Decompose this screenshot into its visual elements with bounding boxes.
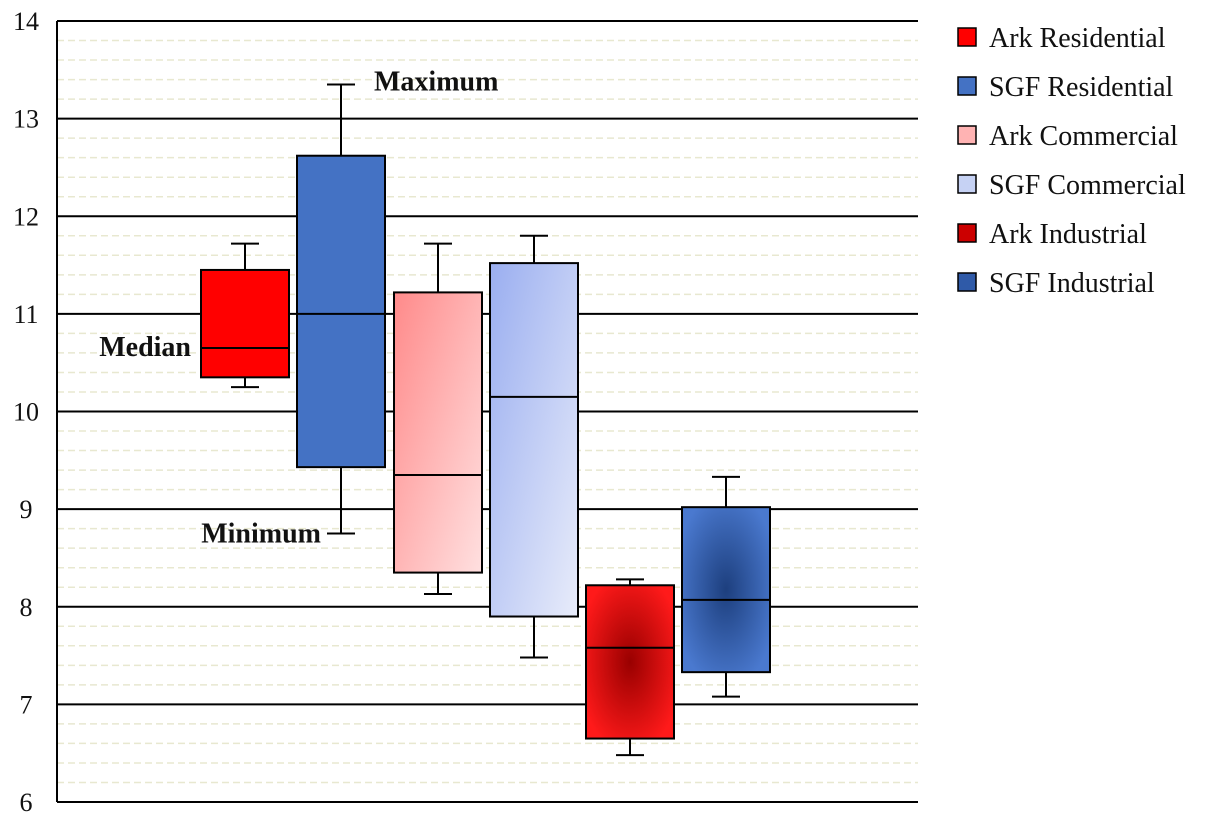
box-sgf-residential xyxy=(296,83,386,535)
legend-label: SGF Commercial xyxy=(989,170,1186,201)
iqr-box xyxy=(296,154,386,469)
box-ark-industrial xyxy=(585,578,675,757)
iqr-box xyxy=(200,268,290,379)
annotation-median: Median xyxy=(99,332,191,363)
legend: Ark Residential SGF Residential Ark Commer… xyxy=(957,23,1186,299)
iqr-box xyxy=(585,584,675,740)
legend-item: Ark Commercial xyxy=(957,121,1178,152)
legend-label: Ark Industrial xyxy=(989,219,1147,250)
legend-swatch xyxy=(957,272,977,292)
boxes xyxy=(200,83,771,757)
legend-item: SGF Industrial xyxy=(957,268,1155,299)
major-grid xyxy=(57,20,918,803)
annotation-min: Minimum xyxy=(201,519,321,550)
legend-label: Ark Commercial xyxy=(989,121,1178,152)
box-ark-residential xyxy=(200,242,290,389)
box-sgf-commercial xyxy=(489,234,579,659)
iqr-box xyxy=(489,262,579,618)
legend-item: SGF Residential xyxy=(957,72,1174,103)
y-tick-label: 6 xyxy=(20,788,33,817)
annotations: Maximum Median Minimum xyxy=(99,66,498,549)
legend-swatch xyxy=(957,223,977,243)
legend-item: Ark Residential xyxy=(957,23,1166,54)
box-sgf-industrial xyxy=(681,475,771,698)
legend-swatch xyxy=(957,125,977,145)
y-tick-label: 9 xyxy=(20,495,33,524)
minor-grid xyxy=(57,39,918,784)
y-tick-label: 13 xyxy=(13,105,39,134)
legend-swatch xyxy=(957,174,977,194)
y-tick-label: 14 xyxy=(13,7,39,36)
annotation-max: Maximum xyxy=(374,66,498,97)
legend-item: Ark Industrial xyxy=(957,219,1147,250)
legend-label: SGF Residential xyxy=(989,72,1174,103)
y-axis: 6 7 8 9 10 11 12 13 14 xyxy=(13,7,58,817)
y-tick-label: 8 xyxy=(20,593,33,622)
legend-swatch xyxy=(957,27,977,47)
legend-label: SGF Industrial xyxy=(989,268,1155,299)
y-tick-label: 7 xyxy=(20,690,33,719)
y-tick-label: 11 xyxy=(13,300,38,329)
legend-item: SGF Commercial xyxy=(957,170,1186,201)
iqr-box xyxy=(681,506,771,674)
box-ark-commercial xyxy=(393,242,483,596)
legend-swatch xyxy=(957,76,977,96)
iqr-box xyxy=(393,291,483,574)
legend-label: Ark Residential xyxy=(989,23,1166,54)
y-tick-label: 12 xyxy=(13,202,39,231)
y-tick-label: 10 xyxy=(13,398,39,427)
